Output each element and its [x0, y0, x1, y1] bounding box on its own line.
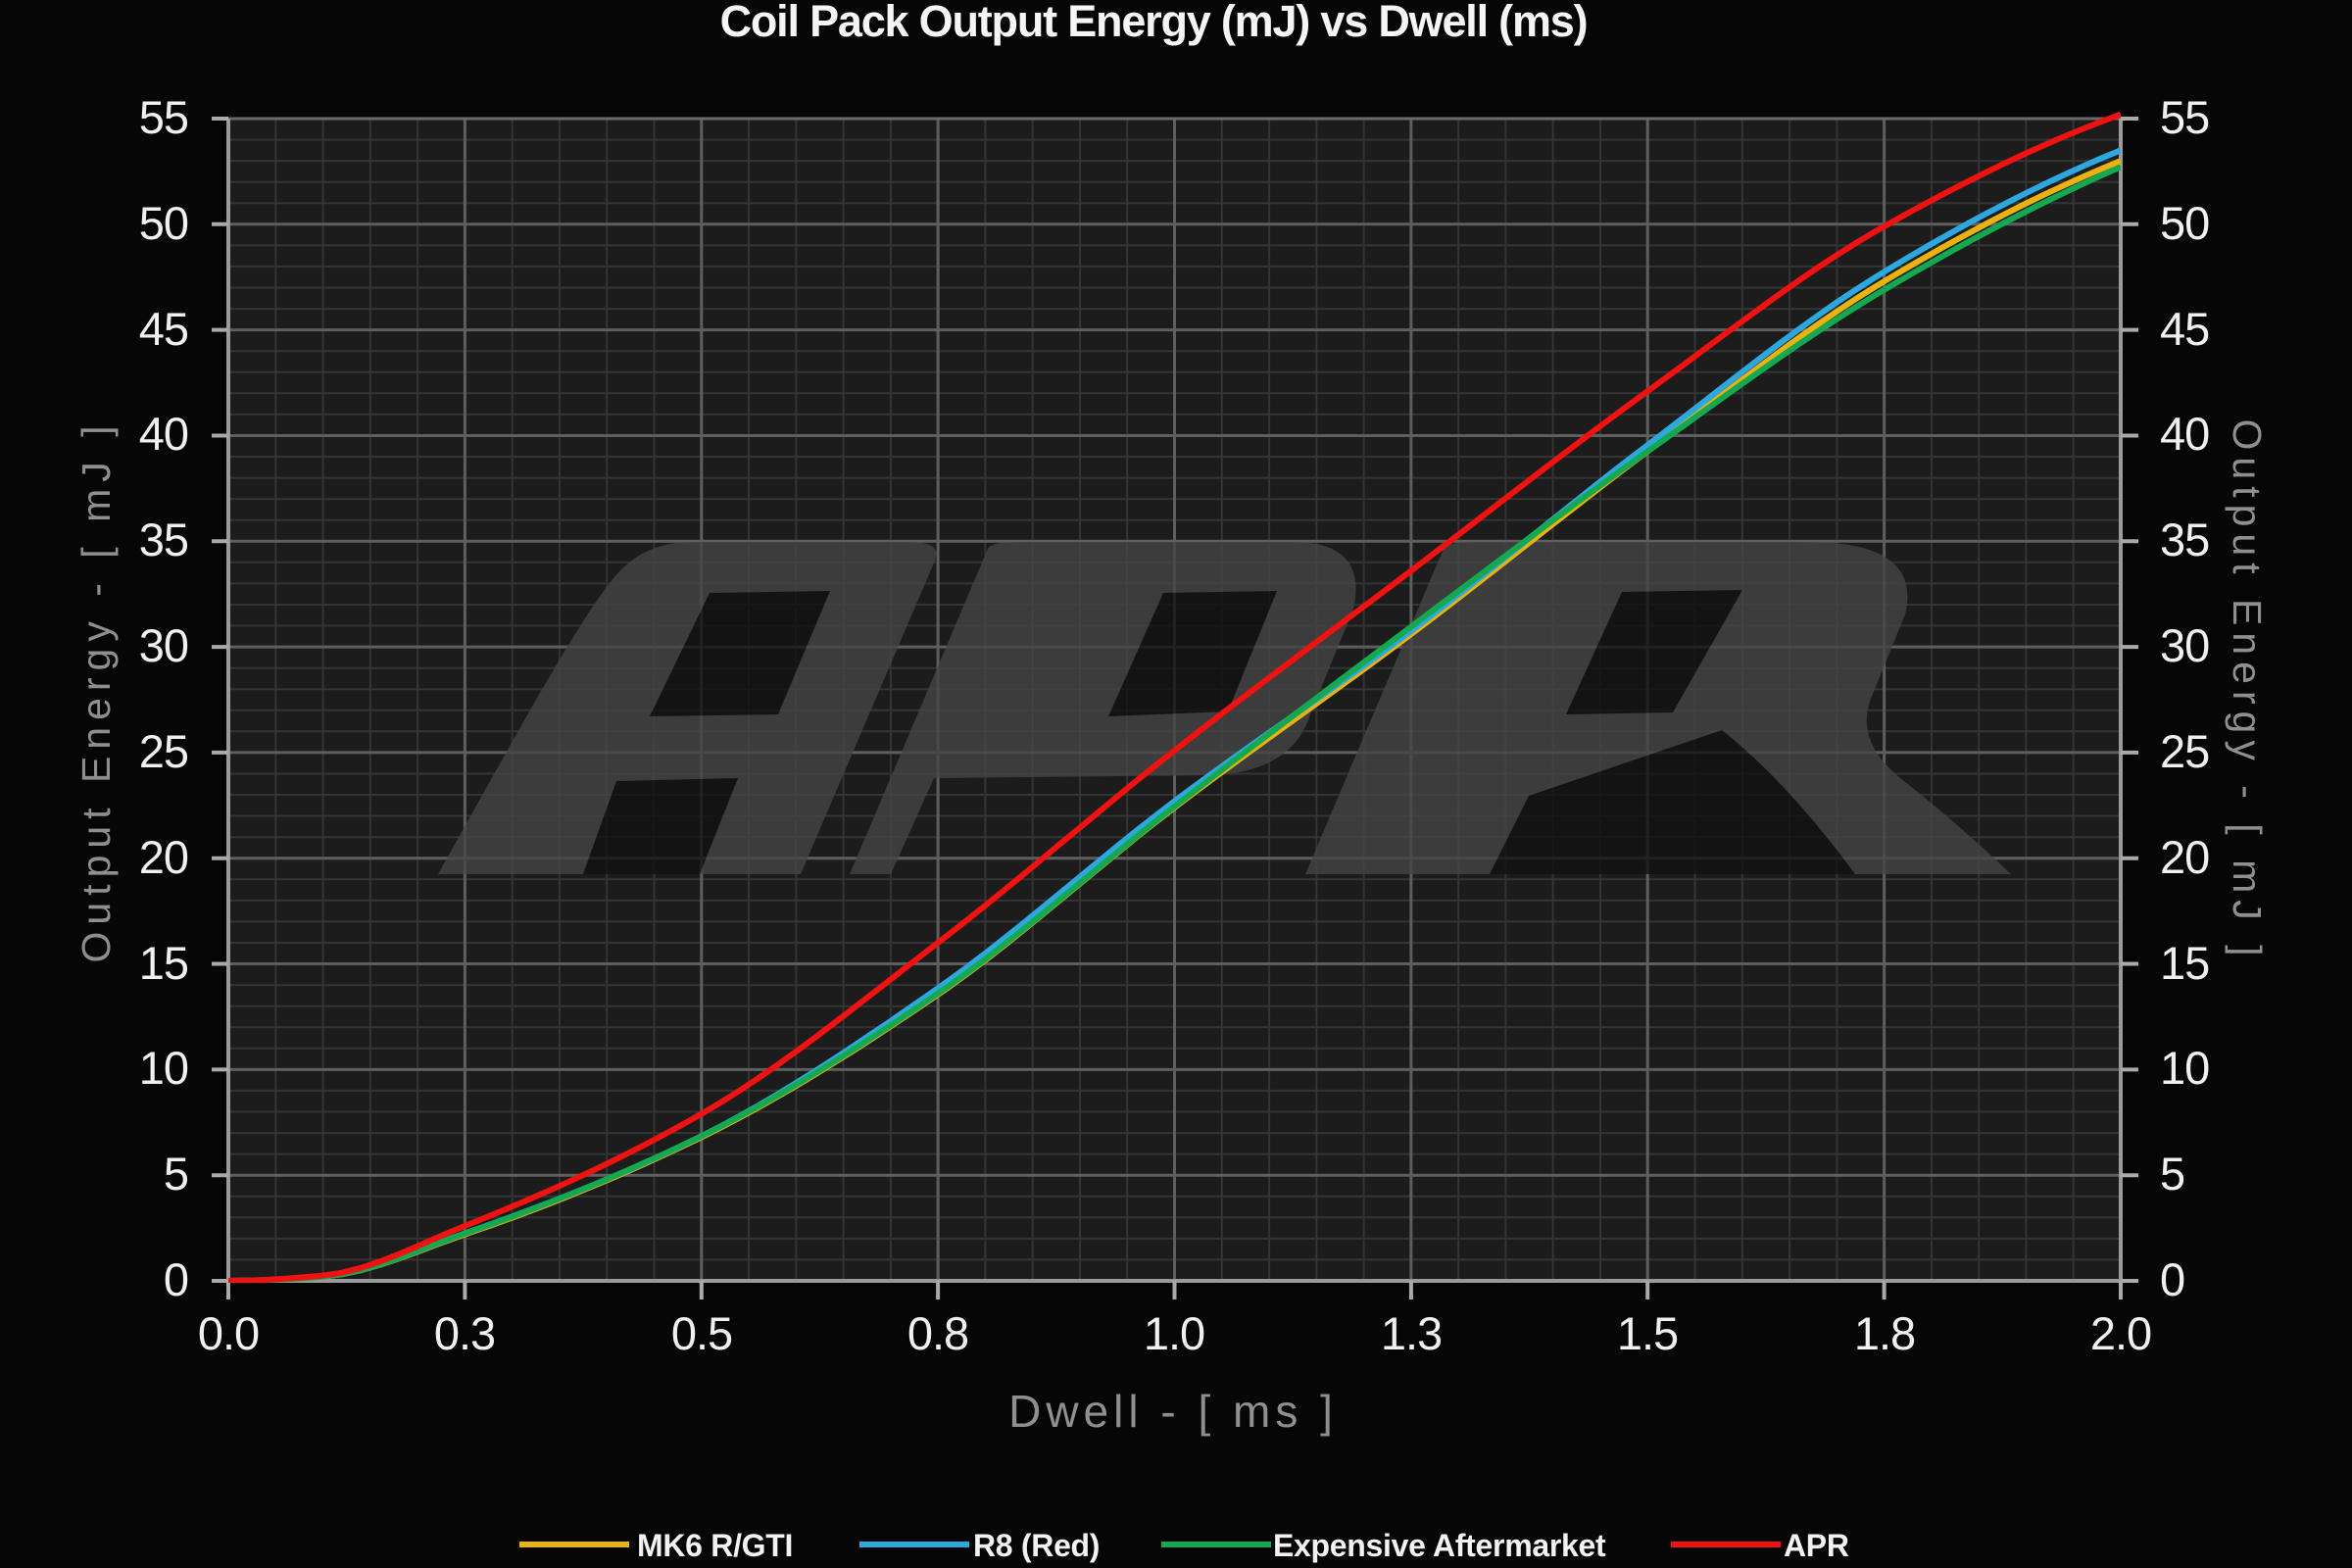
svg-text:R8 (Red): R8 (Red)	[973, 1528, 1100, 1563]
svg-text:5: 5	[2160, 1148, 2184, 1200]
svg-text:25: 25	[139, 725, 188, 777]
svg-text:55: 55	[2160, 91, 2209, 143]
svg-text:Output Energy - [ mJ ]: Output Energy - [ mJ ]	[2225, 418, 2270, 962]
svg-text:Expensive Aftermarket: Expensive Aftermarket	[1273, 1528, 1606, 1563]
svg-text:Coil Pack Output Energy (mJ) v: Coil Pack Output Energy (mJ) vs Dwell (m…	[720, 0, 1588, 46]
svg-text:2.0: 2.0	[2090, 1307, 2151, 1359]
svg-text:0: 0	[164, 1253, 188, 1305]
svg-text:35: 35	[2160, 514, 2209, 565]
svg-text:50: 50	[2160, 197, 2209, 249]
svg-text:10: 10	[139, 1042, 188, 1094]
svg-text:20: 20	[139, 831, 188, 883]
svg-text:0.5: 0.5	[671, 1307, 732, 1359]
svg-text:45: 45	[139, 303, 188, 355]
svg-text:Dwell - [ ms ]: Dwell - [ ms ]	[1008, 1386, 1338, 1437]
svg-text:40: 40	[2160, 408, 2209, 460]
svg-text:15: 15	[139, 937, 188, 989]
svg-text:0: 0	[2160, 1253, 2184, 1305]
svg-text:45: 45	[2160, 303, 2209, 355]
svg-text:5: 5	[164, 1148, 188, 1200]
svg-text:15: 15	[2160, 937, 2209, 989]
svg-text:55: 55	[139, 91, 188, 143]
svg-text:50: 50	[139, 197, 188, 249]
svg-text:35: 35	[139, 514, 188, 565]
svg-text:0.8: 0.8	[907, 1307, 968, 1359]
svg-text:1.0: 1.0	[1144, 1307, 1204, 1359]
svg-text:APR: APR	[1784, 1528, 1849, 1563]
svg-text:0.0: 0.0	[198, 1307, 259, 1359]
svg-text:1.8: 1.8	[1854, 1307, 1915, 1359]
svg-text:0.3: 0.3	[434, 1307, 495, 1359]
svg-text:MK6 R/GTI: MK6 R/GTI	[637, 1528, 793, 1563]
svg-text:10: 10	[2160, 1042, 2209, 1094]
svg-text:40: 40	[139, 408, 188, 460]
svg-text:30: 30	[139, 619, 188, 671]
svg-text:1.3: 1.3	[1381, 1307, 1442, 1359]
svg-text:20: 20	[2160, 831, 2209, 883]
svg-text:25: 25	[2160, 725, 2209, 777]
svg-text:Output Energy - [ mJ ]: Output Energy - [ mJ ]	[74, 418, 119, 962]
svg-text:1.5: 1.5	[1617, 1307, 1678, 1359]
svg-text:30: 30	[2160, 619, 2209, 671]
